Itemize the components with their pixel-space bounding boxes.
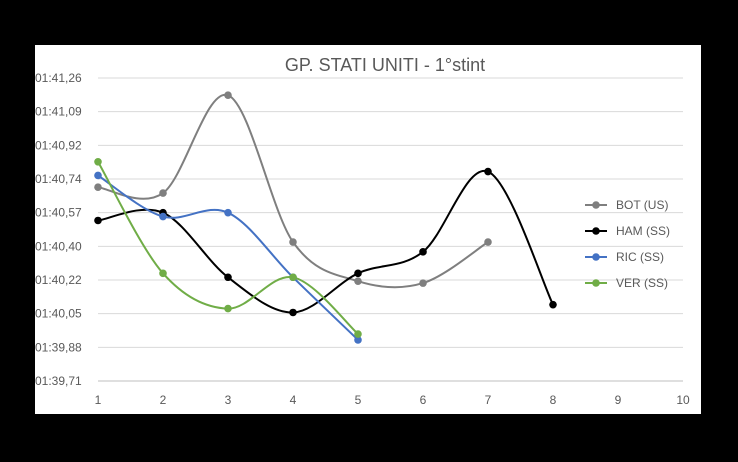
data-point <box>549 300 557 309</box>
data-point <box>484 167 492 176</box>
series-lines <box>94 91 557 344</box>
legend: BOT (US) HAM (SS) RIC (SS) VER (SS) <box>585 198 670 290</box>
data-point <box>224 208 232 217</box>
data-point <box>159 189 167 197</box>
x-tick-label: 4 <box>290 393 297 407</box>
x-tick-label: 10 <box>676 393 690 407</box>
legend-marker <box>592 201 600 209</box>
legend-marker <box>592 253 600 261</box>
data-point <box>289 308 297 317</box>
series-line-bot-us <box>97 94 489 289</box>
line-chart: 01:39,71 01:39,88 01:40,05 01:40,22 01:40,40… <box>35 55 690 407</box>
y-tick-label: 01:41,09 <box>35 105 82 119</box>
legend-item-ric-ss: RIC (SS) <box>585 250 664 264</box>
legend-label: HAM (SS) <box>616 224 670 238</box>
y-tick-label: 01:40,22 <box>35 273 82 287</box>
gridlines <box>98 77 683 348</box>
legend-label: RIC (SS) <box>616 250 664 264</box>
legend-marker <box>592 279 600 287</box>
data-point <box>289 238 297 246</box>
data-point <box>484 238 492 246</box>
legend-item-ham-ss: HAM (SS) <box>585 224 670 238</box>
chart-title: GP. STATI UNITI - 1°stint <box>285 55 485 75</box>
legend-item-ver-ss: VER (SS) <box>585 276 668 290</box>
y-tick-label: 01:40,92 <box>35 138 82 152</box>
y-tick-label: 01:40,74 <box>35 172 82 186</box>
data-point <box>354 277 362 285</box>
axes: 01:39,71 01:39,88 01:40,05 01:40,22 01:40,40… <box>35 71 690 407</box>
x-tick-label: 9 <box>615 393 622 407</box>
x-tick-label: 8 <box>550 393 557 407</box>
y-tick-label: 01:39,71 <box>35 374 82 388</box>
data-point <box>419 248 427 256</box>
data-point <box>94 157 102 166</box>
y-tick-label: 01:40,05 <box>35 307 82 321</box>
data-point <box>94 171 102 180</box>
y-tick-label: 01:41,26 <box>35 71 82 85</box>
data-point <box>354 330 362 338</box>
y-tick-label: 01:39,88 <box>35 340 82 354</box>
chart-frame: 01:39,71 01:39,88 01:40,05 01:40,22 01:40,40… <box>35 45 701 414</box>
data-point <box>224 273 232 282</box>
series-ver-ss <box>94 157 362 338</box>
series-line-ric-ss <box>97 174 359 341</box>
data-point <box>94 216 102 225</box>
data-point <box>354 336 362 344</box>
series-bot-us <box>94 91 492 289</box>
data-point <box>224 304 232 313</box>
x-tick-label: 5 <box>355 393 362 407</box>
legend-marker <box>592 227 600 235</box>
legend-label: BOT (US) <box>616 198 668 212</box>
x-tick-label: 2 <box>160 393 167 407</box>
data-point <box>224 91 232 100</box>
x-tick-label: 3 <box>225 393 232 407</box>
legend-item-bot-us: BOT (US) <box>585 198 668 212</box>
data-point <box>289 273 297 282</box>
legend-label: VER (SS) <box>616 276 668 290</box>
x-tick-label: 6 <box>420 393 427 407</box>
data-point <box>159 269 167 278</box>
data-point <box>354 269 362 278</box>
data-point <box>419 279 427 287</box>
y-tick-label: 01:40,57 <box>35 206 82 220</box>
x-tick-label: 7 <box>485 393 492 407</box>
y-tick-label: 01:40,40 <box>35 239 82 253</box>
x-tick-label: 1 <box>95 393 102 407</box>
data-point <box>159 212 167 221</box>
data-point <box>94 183 102 192</box>
